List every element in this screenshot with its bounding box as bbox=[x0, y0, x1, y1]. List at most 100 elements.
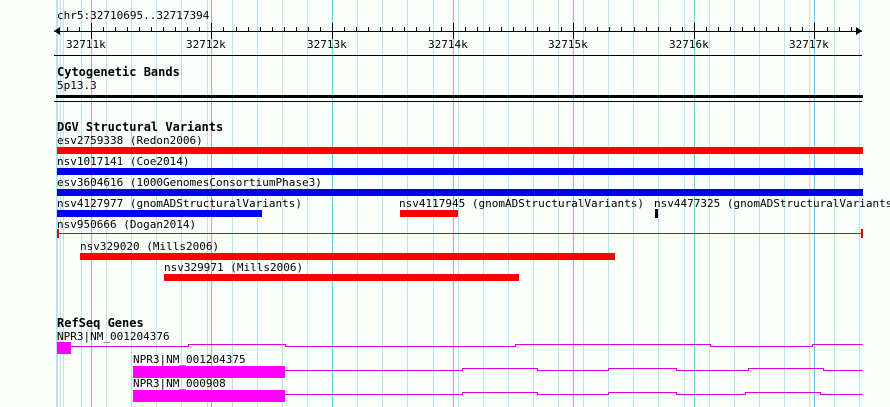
variant-bar-nsv4477325[interactable] bbox=[655, 209, 658, 218]
ruler-tick-major bbox=[91, 31, 92, 39]
variant-bar-esv2759338[interactable] bbox=[57, 147, 863, 154]
ruler-tick-minor bbox=[621, 27, 622, 31]
variant-label-esv2759338: esv2759338 (Redon2006) bbox=[57, 134, 203, 147]
intron-npr3-nm-000908-segment bbox=[820, 394, 863, 395]
variant-bar-nsv950666[interactable] bbox=[58, 233, 863, 234]
ruler-tick-minor bbox=[609, 27, 610, 31]
ruler-tick-minor bbox=[344, 27, 345, 31]
ruler-tick-minor bbox=[501, 27, 502, 31]
gridline-major-32714k bbox=[453, 0, 454, 407]
intron-npr3-nm-000908-step bbox=[608, 392, 609, 395]
gridline bbox=[483, 0, 484, 407]
variant-label-nsv950666: nsv950666 (Dogan2014) bbox=[57, 218, 197, 231]
variant-bar-esv3604616[interactable] bbox=[57, 189, 863, 196]
variant-bar-nsv1017141[interactable] bbox=[57, 168, 863, 175]
gridline bbox=[859, 0, 860, 407]
gridline bbox=[156, 0, 157, 407]
ruler-tick-minor bbox=[778, 27, 779, 31]
ruler-tick-minor bbox=[356, 27, 357, 31]
cytoband-bar[interactable] bbox=[56, 95, 863, 98]
gridline bbox=[131, 0, 132, 407]
intron-npr3-nm-001204376-step bbox=[515, 344, 516, 347]
variant-endcap-right-nsv950666 bbox=[861, 229, 863, 238]
intron-npr3-nm-001204375-segment bbox=[462, 368, 537, 369]
ruler-tick-minor bbox=[754, 27, 755, 31]
intron-npr3-nm-001204375-segment bbox=[745, 370, 748, 371]
intron-npr3-nm-001204375-step bbox=[745, 370, 746, 371]
gridline bbox=[207, 0, 208, 407]
gene-exon-npr3-nm-001204375[interactable] bbox=[133, 366, 285, 378]
ruler-tick-minor bbox=[103, 27, 104, 31]
ruler-tick-major bbox=[211, 23, 212, 31]
variant-bar-nsv4117945[interactable] bbox=[400, 210, 458, 217]
ruler-tick-minor bbox=[175, 27, 176, 31]
gridline bbox=[433, 0, 434, 407]
ruler-tick-minor bbox=[802, 27, 803, 31]
ruler-tick-major bbox=[573, 23, 574, 31]
ruler-tick-minor bbox=[115, 27, 116, 31]
variant-bar-nsv329020[interactable] bbox=[80, 253, 615, 260]
gridline bbox=[784, 0, 785, 407]
ruler-tick-minor bbox=[404, 27, 405, 31]
ruler-tick-minor bbox=[742, 27, 743, 31]
gene-exon-npr3-nm-000908[interactable] bbox=[133, 390, 285, 402]
ruler-tick-minor bbox=[706, 27, 707, 31]
ruler-right-arrow-icon[interactable] bbox=[856, 27, 862, 35]
gridline bbox=[282, 0, 283, 407]
ruler-tick-major bbox=[694, 23, 695, 31]
ruler-tick-minor bbox=[525, 27, 526, 31]
ruler-tick-minor bbox=[272, 27, 273, 31]
ruler-tick-minor bbox=[513, 27, 514, 31]
gene-exon-npr3-nm-001204376[interactable] bbox=[57, 342, 71, 354]
gridline bbox=[232, 0, 233, 407]
ruler-tick-minor bbox=[827, 27, 828, 31]
ruler-tick-minor bbox=[851, 27, 852, 31]
gridline bbox=[307, 0, 308, 407]
gridline bbox=[56, 0, 57, 407]
intron-npr3-nm-001204375-step bbox=[537, 368, 538, 371]
gridline bbox=[759, 0, 760, 407]
ruler-tick-minor bbox=[79, 27, 80, 31]
intron-npr3-nm-001204376-segment bbox=[812, 344, 863, 345]
variant-bar-nsv329971[interactable] bbox=[164, 274, 519, 281]
ruler-tick-label-32711k: 32711k bbox=[66, 38, 106, 51]
ruler-tick-minor bbox=[127, 27, 128, 31]
ruler-tick-major bbox=[453, 23, 454, 31]
variant-label-esv3604616: esv3604616 (1000GenomesConsortiumPhase3) bbox=[57, 176, 322, 189]
variant-label-nsv329971: nsv329971 (Mills2006) bbox=[164, 261, 304, 274]
intron-npr3-nm-001204375-segment bbox=[537, 370, 608, 371]
variant-bar-nsv4127977[interactable] bbox=[57, 210, 262, 217]
ruler-tick-minor bbox=[597, 27, 598, 31]
ruler-tick-minor bbox=[561, 27, 562, 31]
track-title-cytogenetic-bands: Cytogenetic Bands bbox=[57, 65, 180, 79]
intron-npr3-nm-000908-segment bbox=[462, 392, 537, 393]
ruler-tick-major bbox=[453, 31, 454, 39]
ruler-axis-line bbox=[54, 31, 862, 32]
gridline bbox=[382, 0, 383, 407]
ruler-tick-minor bbox=[682, 27, 683, 31]
variant-endcap-left-nsv950666 bbox=[57, 229, 59, 238]
gridline bbox=[106, 0, 107, 407]
ruler-tick-minor bbox=[634, 27, 635, 31]
ruler-tick-minor bbox=[718, 27, 719, 31]
track-title-dgv-structural-variants: DGV Structural Variants bbox=[57, 120, 224, 134]
ruler-tick-major bbox=[211, 31, 212, 39]
ruler-tick-major bbox=[694, 31, 695, 39]
gridline bbox=[558, 0, 559, 407]
ruler-tick-minor bbox=[67, 27, 68, 31]
ruler-tick-label-32714k: 32714k bbox=[428, 38, 468, 51]
ruler-tick-minor bbox=[380, 27, 381, 31]
intron-npr3-nm-000908-segment bbox=[676, 394, 745, 395]
intron-npr3-nm-000908-segment bbox=[537, 394, 608, 395]
cytoband-label: 5p13.3 bbox=[57, 79, 97, 92]
ruler-tick-major bbox=[573, 31, 574, 39]
ruler-tick-label-32716k: 32716k bbox=[669, 38, 709, 51]
ruler-tick-minor bbox=[296, 27, 297, 31]
ruler-tick-major bbox=[814, 23, 815, 31]
gridline bbox=[357, 0, 358, 407]
intron-npr3-nm-001204375-step bbox=[748, 368, 749, 371]
ruler-left-arrow-icon[interactable] bbox=[54, 27, 60, 35]
intron-npr3-nm-001204375-segment bbox=[820, 368, 823, 369]
ruler-tick-minor bbox=[441, 27, 442, 31]
gridline bbox=[583, 0, 584, 407]
